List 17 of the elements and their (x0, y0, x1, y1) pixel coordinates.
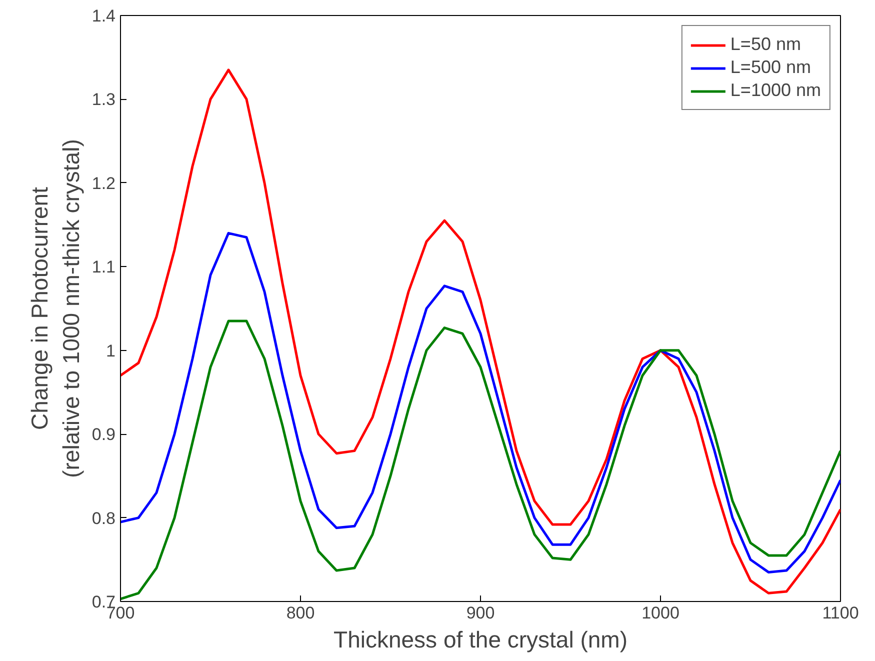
legend-label: L=1000 nm (730, 80, 821, 101)
legend-label: L=500 nm (730, 57, 811, 78)
x-tick-label: 900 (466, 604, 495, 622)
y-tick-label: 1.3 (92, 90, 116, 110)
y-tick-label: 0.8 (92, 508, 116, 528)
x-tick-label: 1100 (822, 604, 859, 622)
x-tick-label: 1000 (642, 604, 680, 622)
y-tick-label: 1.4 (92, 6, 116, 26)
y-tick-label: 1.2 (92, 174, 116, 193)
x-axis-title: Thickness of the crystal (nm) (334, 626, 628, 652)
y-tick-label: 1.1 (92, 258, 116, 277)
x-tick-label: 800 (286, 604, 315, 622)
legend-label: L=50 nm (730, 34, 801, 55)
y-tick-label: 1 (106, 341, 116, 360)
y-tick-label: 0.9 (92, 425, 116, 444)
line-series (120, 232, 840, 574)
y-axis-title: Change in Photocurrent (relative to 1000 nm-thick crystal) (26, 139, 84, 478)
